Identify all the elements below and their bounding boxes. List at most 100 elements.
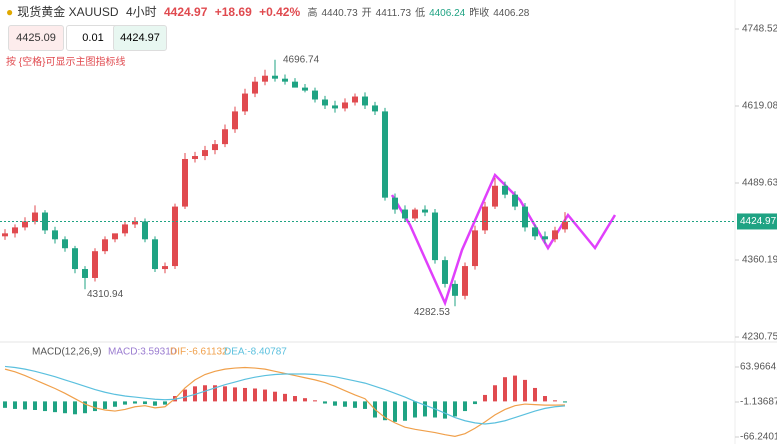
value: 4440.73 (321, 8, 358, 19)
candle-body (502, 185, 508, 195)
histogram-bar (413, 401, 417, 418)
candle-body (12, 227, 18, 234)
candle-body (322, 99, 328, 106)
y-tick-label: 4619.08 (742, 101, 777, 112)
candle-body (122, 224, 128, 234)
candle-body (312, 90, 318, 100)
value: 4411.73 (375, 8, 412, 19)
histogram-bar (443, 401, 447, 419)
y-tick-label: 4748.52 (742, 24, 777, 35)
y-tick-label: -1.13687 (740, 397, 777, 408)
candle-body (302, 87, 308, 91)
histogram-bar (103, 401, 107, 409)
candle-body (192, 156, 198, 159)
price: 4424.97 (163, 5, 208, 19)
candle-body (112, 233, 118, 240)
histogram-bar (233, 387, 237, 402)
histogram-bar (263, 389, 267, 402)
histogram-bar (393, 401, 397, 422)
histogram-bar (203, 385, 207, 402)
histogram-bar (23, 401, 27, 410)
candle-body (372, 105, 378, 112)
candle-body (102, 239, 108, 252)
label: 开 (361, 8, 372, 19)
candle-body (142, 221, 148, 240)
histogram-bar (293, 396, 297, 402)
candle-body (352, 96, 358, 103)
y-tick-label: 4230.75 (742, 332, 777, 343)
sell-button[interactable]: 4425.09 (8, 25, 64, 51)
period[interactable]: 4小时 (125, 5, 157, 19)
candle-body (52, 230, 58, 240)
candle-body (162, 266, 168, 270)
histogram-bar (53, 401, 57, 413)
label: 高 (307, 8, 318, 19)
candle-body (232, 111, 238, 130)
annotation: 4696.74 (283, 54, 320, 65)
candle-body (152, 239, 158, 270)
histogram-bar (553, 400, 557, 402)
histogram-bar (303, 398, 307, 402)
candle-body (532, 227, 538, 237)
macd-line (4, 365, 566, 425)
y-tick-label: 4360.19 (742, 255, 777, 266)
candle-body (252, 81, 258, 94)
candle-body (542, 236, 548, 240)
histogram-bar (563, 401, 567, 403)
change: +18.69 (214, 5, 252, 19)
histogram-bar (73, 401, 77, 415)
histogram-bar (13, 401, 17, 409)
histogram-bar (113, 401, 117, 407)
histogram-bar (503, 377, 507, 402)
histogram-bar (513, 375, 517, 402)
candle-body (492, 185, 498, 207)
histogram-bar (353, 401, 357, 408)
histogram-bar (163, 401, 167, 405)
candle-body (472, 230, 478, 267)
candle-body (292, 81, 298, 88)
candle-body (452, 283, 458, 296)
candle-body (552, 230, 558, 240)
candle-body (522, 206, 528, 228)
histogram-bar (183, 389, 187, 402)
histogram-bar (333, 401, 337, 406)
candle-body (72, 248, 78, 270)
candle-body (512, 194, 518, 207)
histogram-bar (543, 396, 547, 402)
histogram-bar (273, 391, 277, 402)
histogram-bar (383, 401, 387, 421)
histogram-bar (523, 379, 527, 402)
candle-body (32, 212, 38, 222)
candle-body (2, 233, 8, 237)
histogram-bar (473, 401, 477, 405)
candle-body (362, 96, 368, 106)
label: 低 (415, 8, 426, 19)
candle-body (62, 239, 68, 249)
candle-body (92, 251, 98, 278)
dea-label: DEA:-8.40787 (224, 347, 287, 358)
histogram-bar (363, 401, 367, 409)
histogram-bar (153, 401, 157, 406)
buy-button[interactable]: 4424.97 (113, 25, 167, 51)
candle-body (172, 206, 178, 267)
candle-body (342, 102, 348, 109)
macd-title: MACD(12,26,9) (32, 347, 101, 358)
histogram-bar (423, 401, 427, 417)
icon: ● (6, 5, 14, 19)
value: 4406.24 (429, 8, 466, 19)
dif-label: DIF:-6.61132 (170, 347, 228, 358)
plot: 4230.75 4360.19 4489.63 4619.08 4748.52 4424.… (0, 24, 777, 443)
candle-body (422, 209, 428, 213)
header: ● 现货黄金 XAUUSD 4小时 4424.97 +18.69 +0.42% 高… (6, 3, 537, 20)
histogram-bar (463, 401, 467, 412)
lot-input[interactable]: 0.01 (66, 25, 120, 51)
candle-body (182, 158, 188, 207)
candle-body (22, 221, 28, 228)
histogram-bar (3, 401, 7, 408)
histogram-bar (313, 400, 317, 402)
histogram-bar (123, 401, 127, 405)
y-tick-label: 4489.63 (742, 178, 777, 189)
candle-body (202, 150, 208, 157)
candle-body (432, 212, 438, 261)
